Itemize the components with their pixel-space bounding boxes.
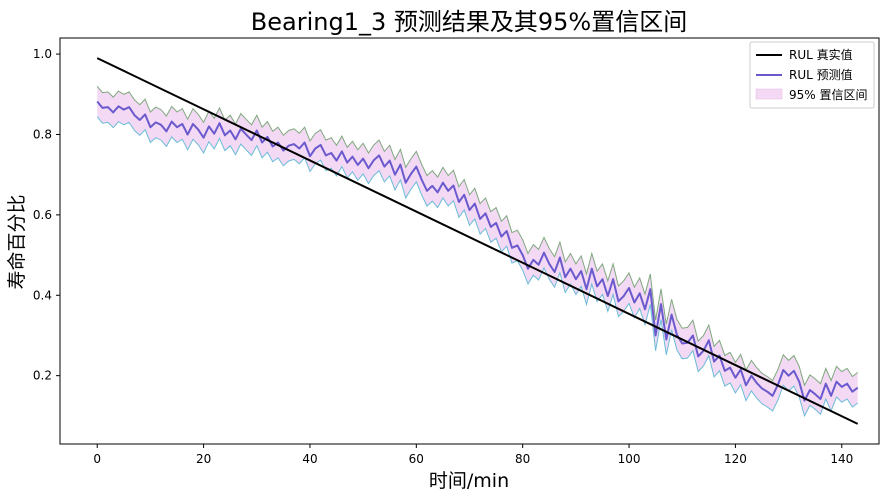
legend-swatch-band — [755, 88, 783, 100]
x-axis: 0 20 40 60 80 100 120 140 — [93, 444, 853, 466]
x-tick-label: 60 — [409, 452, 424, 466]
y-tick-label: 1.0 — [33, 47, 52, 61]
confidence-band-layer — [96, 85, 859, 418]
x-tick-label: 120 — [724, 452, 747, 466]
y-tick-label: 0.4 — [33, 288, 52, 302]
x-tick-label: 40 — [302, 452, 317, 466]
y-tick-label: 0.6 — [33, 208, 52, 222]
y-axis-title: 寿命百分比 — [6, 194, 28, 289]
x-tick-label: 100 — [618, 452, 641, 466]
x-tick-label: 140 — [830, 452, 853, 466]
x-tick-label: 0 — [93, 452, 101, 466]
x-tick-label: 20 — [196, 452, 211, 466]
y-axis: 0.2 0.4 0.6 0.8 1.0 — [33, 47, 60, 383]
legend-label-band: 95% 置信区间 — [789, 88, 868, 102]
line-layer — [96, 57, 859, 425]
y-tick-label: 0.2 — [33, 369, 52, 383]
plot-frame — [59, 37, 880, 445]
band-lower-line — [96, 116, 859, 418]
x-axis-title: 时间/min — [429, 470, 509, 492]
y-tick-label: 0.8 — [33, 127, 52, 141]
confidence-band — [97, 86, 858, 416]
legend: RUL 真实值 RUL 预测值 95% 置信区间 — [749, 41, 875, 109]
legend-label-pred: RUL 预测值 — [789, 67, 853, 82]
chart-title: Bearing1_3 预测结果及其95%置信区间 — [251, 8, 687, 36]
x-tick-label: 80 — [515, 452, 530, 466]
legend-label-true: RUL 真实值 — [789, 47, 853, 62]
series-true-line — [96, 57, 859, 425]
series-pred-line — [96, 100, 859, 402]
